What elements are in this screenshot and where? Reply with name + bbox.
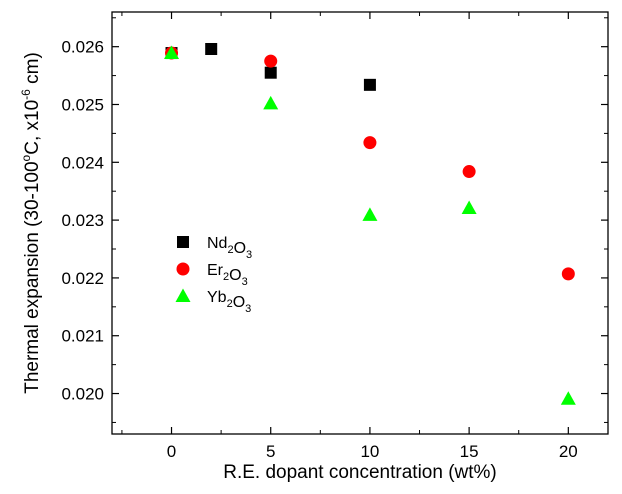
y-tick-label: 0.020 [61,385,104,404]
plot-frame [111,11,609,435]
data-point-er2o3 [561,267,575,281]
x-tick-label: 15 [460,442,479,461]
data-points [164,42,576,405]
x-tick-label: 20 [559,442,578,461]
y-tick-label: 0.022 [61,269,104,288]
data-point-nd2o3 [363,78,376,91]
x-axis-title: R.E. dopant concentration (wt%) [223,462,497,483]
data-point-yb2o3 [560,391,576,405]
legend-label-yb2o3: Yb2O3 [207,289,251,315]
data-point-yb2o3 [263,95,279,110]
data-point-yb2o3 [461,200,477,214]
y-tick-label: 0.026 [61,38,104,57]
y-axis-ticks: 0.020 0.021 0.022 0.023 0.024 0.025 0.026 [61,17,608,423]
data-point-yb2o3 [362,207,378,221]
data-point-er2o3 [462,165,476,179]
legend-marker-er2o3 [176,262,190,276]
x-axis-ticks: 0 5 10 15 20 [121,12,578,461]
y-tick-label: 0.024 [61,153,104,172]
y-tick-label: 0.021 [61,327,104,346]
data-point-nd2o3 [205,42,218,55]
y-tick-label: 0.025 [61,95,104,114]
legend-label-er2o3: Er2O3 [207,262,248,288]
data-point-yb2o3 [164,45,180,60]
legend-marker-yb2o3 [175,288,191,302]
data-point-nd2o3 [264,66,277,79]
y-tick-label: 0.023 [61,211,104,230]
legend-marker-nd2o3 [177,236,189,248]
data-point-er2o3 [264,54,278,68]
y-axis-title: Thermal expansion (30-100oC, x10-6 cm) [19,52,43,394]
x-tick-label: 0 [167,442,176,461]
x-tick-label: 5 [266,442,275,461]
x-tick-label: 10 [360,442,379,461]
legend-label-nd2o3: Nd2O3 [207,235,252,261]
data-point-er2o3 [363,136,377,150]
